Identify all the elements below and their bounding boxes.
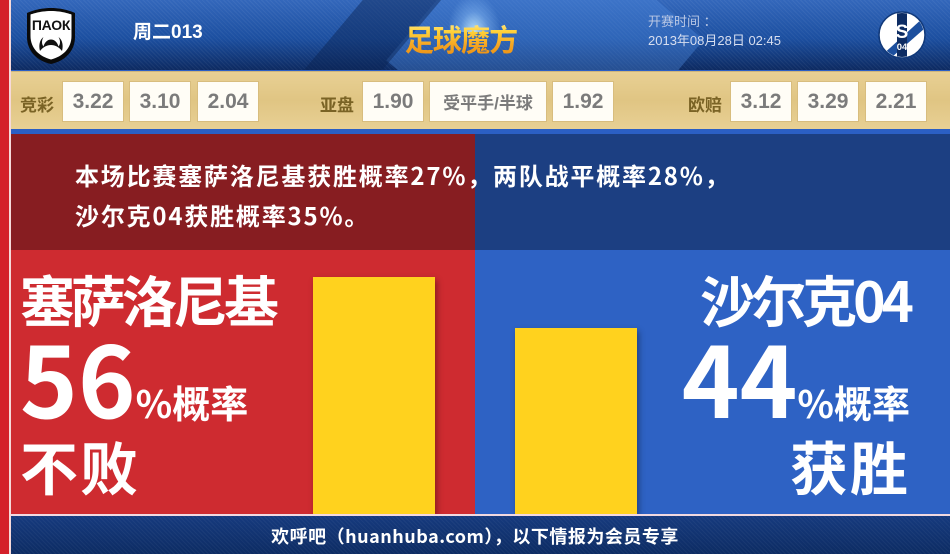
svg-text:ПАОК: ПАОК bbox=[32, 17, 71, 33]
svg-text:04: 04 bbox=[897, 42, 908, 53]
svg-text:S: S bbox=[896, 22, 909, 43]
